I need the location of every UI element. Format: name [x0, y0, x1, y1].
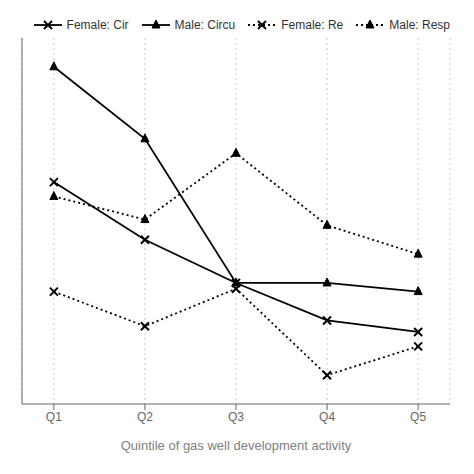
html-text:Female: Re: Female: Re [281, 18, 344, 32]
html-text:Male: Circu: Male: Circu [174, 18, 236, 32]
html-text:Female: Cir: Female: Cir [66, 18, 129, 32]
svg-text:Q5: Q5 [410, 410, 426, 424]
svg-text:Q3: Q3 [228, 410, 244, 424]
svg-text:Quintile of gas well developme: Quintile of gas well development activit… [121, 438, 352, 453]
svg-text:Q2: Q2 [137, 410, 153, 424]
html-text:Male: Resp: Male: Resp [389, 18, 450, 32]
svg-text:Q4: Q4 [319, 410, 335, 424]
svg-text:Q1: Q1 [46, 410, 62, 424]
